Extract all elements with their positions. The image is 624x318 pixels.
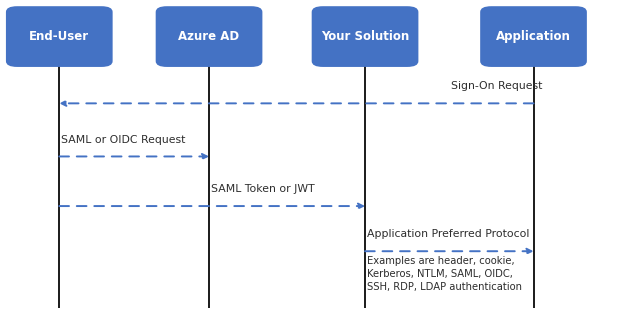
FancyBboxPatch shape	[6, 6, 113, 67]
Text: Application: Application	[496, 30, 571, 43]
Text: Azure AD: Azure AD	[178, 30, 240, 43]
Text: SAML Token or JWT: SAML Token or JWT	[211, 184, 314, 194]
Text: Your Solution: Your Solution	[321, 30, 409, 43]
Text: SAML or OIDC Request: SAML or OIDC Request	[61, 135, 185, 145]
Text: Application Preferred Protocol: Application Preferred Protocol	[367, 229, 529, 239]
FancyBboxPatch shape	[156, 6, 263, 67]
FancyBboxPatch shape	[480, 6, 587, 67]
Text: End-User: End-User	[29, 30, 89, 43]
Text: Examples are header, cookie,
Kerberos, NTLM, SAML, OIDC,
SSH, RDP, LDAP authenti: Examples are header, cookie, Kerberos, N…	[367, 256, 522, 292]
Text: Sign-On Request: Sign-On Request	[451, 81, 542, 91]
FancyBboxPatch shape	[311, 6, 418, 67]
